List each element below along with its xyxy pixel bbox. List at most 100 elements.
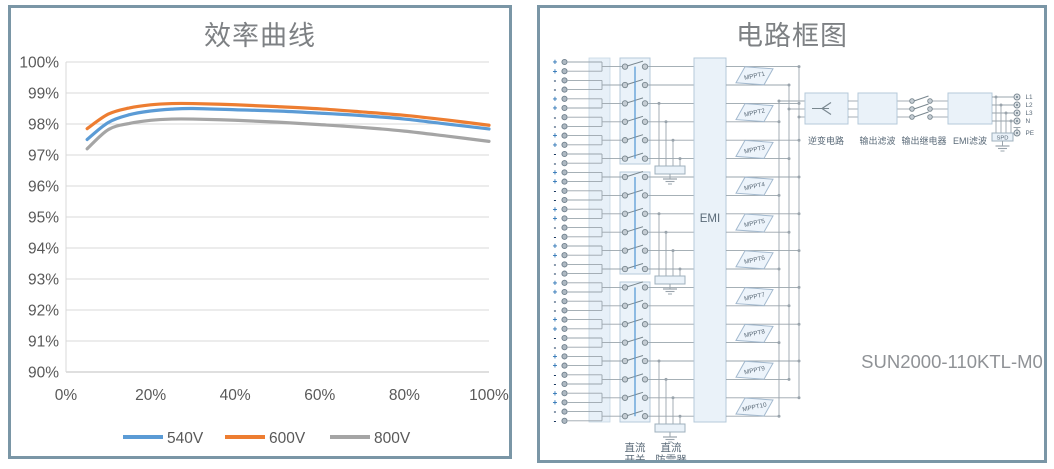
svg-text:+: + (553, 398, 558, 407)
svg-text:MPPT9: MPPT9 (744, 365, 766, 376)
svg-text:-: - (554, 334, 557, 343)
dc-bus-lines (777, 66, 805, 417)
svg-text:SPD: SPD (997, 135, 1009, 141)
output-terminal-N: N (1013, 117, 1031, 125)
mppt-block-7: MPPT7 (726, 285, 801, 308)
mppt-block-2: MPPT2 (726, 101, 801, 124)
x-axis-labels: 0% 20% 40% 60% 80% 100% (55, 387, 509, 404)
svg-text:-: - (554, 370, 557, 379)
svg-text:+: + (553, 352, 558, 361)
svg-text:MPPT2: MPPT2 (744, 107, 766, 118)
dc-surge-arrester-1 (654, 101, 686, 185)
svg-text:20%: 20% (135, 387, 166, 404)
svg-text:-: - (554, 306, 557, 315)
svg-text:+: + (553, 58, 558, 67)
svg-text:+: + (553, 214, 558, 223)
circuit-diagram-panel: 电路框图 + + - - + + - - + + - - + + - - + + - - + + - - + + - - + + - - + + -… (537, 5, 1047, 463)
mppt-block-3: MPPT3 (726, 138, 801, 161)
dc-switch-poles (601, 60, 694, 421)
svg-text:+: + (553, 140, 558, 149)
svg-text:-: - (554, 416, 557, 425)
svg-text:MPPT1: MPPT1 (744, 71, 766, 82)
svg-text:+: + (553, 177, 558, 186)
efficiency-chart: 100% 99% 98% 97% 96% 95% 94% 93% 92% 91% 90% 0% 20% 4… (19, 55, 509, 448)
inverter-block: 逆变电路 (804, 92, 849, 146)
svg-text:60%: 60% (304, 387, 335, 404)
svg-text:-: - (554, 232, 557, 241)
svg-text:40%: 40% (220, 387, 251, 404)
mppt-block-9: MPPT9 (726, 359, 801, 381)
svg-text:+: + (553, 278, 558, 287)
legend-item-600V: 600V (225, 430, 306, 447)
svg-text:-: - (554, 150, 557, 159)
svg-text:94%: 94% (28, 241, 59, 258)
mppt-block-10: MPPT10 (726, 396, 801, 418)
svg-text:-: - (554, 260, 557, 269)
svg-text:+: + (553, 104, 558, 113)
mppt-block-1: MPPT1 (726, 65, 801, 87)
chart-series-600V (85, 101, 491, 131)
spd-block: SPD (991, 132, 1014, 152)
svg-text:-: - (554, 122, 557, 131)
svg-text:100%: 100% (19, 55, 59, 72)
svg-text:输出继电器: 输出继电器 (901, 135, 946, 146)
ground-icon (663, 432, 677, 443)
chart-gridlines (65, 61, 489, 373)
svg-text:MPPT4: MPPT4 (744, 181, 766, 192)
svg-text:逆变电路: 逆变电路 (808, 135, 844, 146)
svg-text:MPPT8: MPPT8 (744, 328, 766, 339)
svg-text:100%: 100% (469, 387, 509, 404)
svg-text:SUN2000-110KTL-M0: SUN2000-110KTL-M0 (861, 351, 1043, 372)
svg-text:-: - (554, 343, 557, 352)
circuit-block-diagram: ++--++--++--++--++--++--++--++--++--++--… (553, 57, 1043, 460)
svg-text:开关: 开关 (625, 453, 646, 460)
svg-text:-: - (554, 76, 557, 85)
svg-text:防雷器: 防雷器 (655, 453, 687, 460)
svg-text:0%: 0% (55, 387, 78, 404)
efficiency-chart-panel: 效率曲线 100% 99% 98% 97% 96% 95% 94% 93% 92% 91% 90% 0… (8, 5, 512, 459)
svg-text:95%: 95% (28, 210, 59, 227)
svg-text:L3: L3 (1026, 110, 1034, 117)
svg-text:-: - (554, 159, 557, 168)
model-label: SUN2000-110KTL-M0 (861, 351, 1043, 372)
svg-text:-: - (554, 223, 557, 232)
y-axis-labels: 100% 99% 98% 97% 96% 95% 94% 93% 92% 91% 90% (19, 55, 59, 382)
svg-text:92%: 92% (28, 303, 59, 320)
svg-text:-: - (554, 113, 557, 122)
svg-text:+: + (553, 315, 558, 324)
svg-text:+: + (553, 361, 558, 370)
emi-filter-block: EMI滤波 (947, 92, 993, 146)
svg-text:PE: PE (1026, 130, 1035, 137)
svg-text:600V: 600V (269, 430, 306, 447)
svg-text:+: + (553, 131, 558, 140)
svg-text:97%: 97% (28, 148, 59, 165)
svg-text:800V: 800V (374, 430, 411, 447)
svg-text:540V: 540V (167, 430, 204, 447)
pv-input-terminals: ++--++--++--++--++--++--++--++--++--++-- (553, 58, 602, 425)
svg-text:+: + (553, 251, 558, 260)
dc-input-structure (588, 57, 651, 423)
svg-text:EMI: EMI (700, 213, 720, 225)
chart-series-540V (85, 106, 491, 142)
mppt-block-8: MPPT8 (726, 322, 801, 345)
svg-text:N: N (1026, 118, 1031, 125)
svg-text:MPPT3: MPPT3 (744, 144, 766, 155)
svg-text:L2: L2 (1026, 102, 1034, 109)
dc-surge-arrester-3 (654, 359, 686, 443)
svg-text:MPPT6: MPPT6 (744, 255, 766, 266)
svg-text:+: + (553, 288, 558, 297)
output-terminal-PE: PE (1013, 127, 1035, 137)
svg-text:MPPT5: MPPT5 (744, 218, 766, 229)
legend-item-540V: 540V (123, 430, 204, 447)
svg-text:+: + (553, 94, 558, 103)
svg-text:-: - (554, 380, 557, 389)
svg-text:+: + (553, 389, 558, 398)
ground-icon (995, 141, 1010, 152)
svg-text:-: - (554, 407, 557, 416)
svg-text:L1: L1 (1026, 94, 1034, 101)
mppt-block-4: MPPT4 (726, 175, 801, 197)
svg-text:+: + (553, 168, 558, 177)
